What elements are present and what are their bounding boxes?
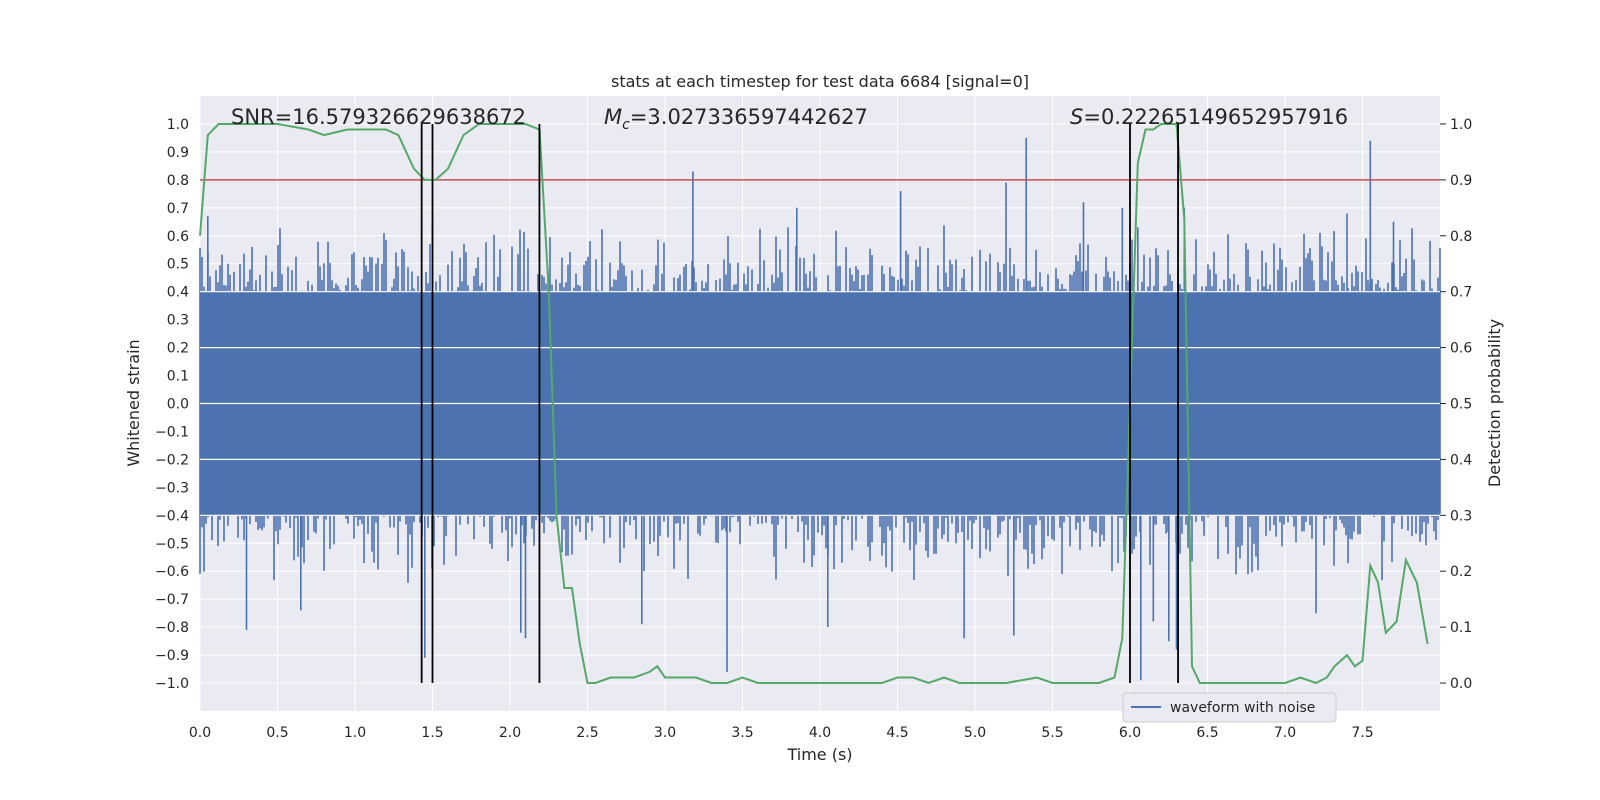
s-symbol: S	[1070, 105, 1083, 129]
y-tick-label-right: 0.1	[1450, 620, 1472, 636]
y-tick-label-left: 0.1	[167, 369, 189, 385]
s-value: =0.22265149652957916	[1083, 105, 1348, 129]
vertical-lines	[420, 123, 1179, 684]
x-tick-label: 2.5	[576, 725, 598, 741]
mc-value: =3.027336597442627	[630, 105, 868, 129]
y-tick-label-left: −0.7	[155, 592, 189, 608]
y-tick-label-left: 0.5	[167, 257, 189, 273]
y-axis-label-right: Detection probability	[1485, 319, 1504, 487]
y-tick-label-right: 0.6	[1450, 341, 1472, 357]
x-tick-label: 7.5	[1351, 725, 1373, 741]
y-tick-label-right: 0.0	[1450, 676, 1472, 692]
y-tick-label-left: 0.0	[167, 397, 189, 413]
x-tick-label: 0.0	[189, 725, 211, 741]
x-tick-label: 6.0	[1119, 725, 1141, 741]
legend-label: waveform with noise	[1170, 700, 1315, 716]
mc-subscript: c	[622, 117, 630, 133]
y-tick-label-left: 0.8	[167, 173, 189, 189]
x-tick-label: 7.0	[1274, 725, 1296, 741]
x-axis-label: Time (s)	[786, 745, 852, 764]
y-tick-label-left: −0.3	[155, 480, 189, 496]
y-tick-label-right: 0.4	[1450, 452, 1472, 468]
y-tick-label-left: 0.7	[167, 201, 189, 217]
x-tick-label: 1.0	[344, 725, 366, 741]
y-tick-label-left: 0.3	[167, 313, 189, 329]
legend: waveform with noise	[1122, 692, 1337, 723]
x-tick-label: 1.5	[421, 725, 443, 741]
mc-annotation: Mc=3.027336597442627	[604, 105, 868, 133]
x-tick-label: 2.0	[499, 725, 521, 741]
y-tick-label-left: −0.1	[155, 424, 189, 440]
y-ticks-left: −1.0 −0.9 −0.8 −0.7 −0.6 −0.5 −0.4 −0.3 −0.2 −0.1…	[155, 117, 189, 692]
y-axis-label-left: Whitened strain	[124, 339, 143, 466]
snr-annotation: SNR=16.579326629638672	[231, 105, 526, 129]
x-tick-label: 5.0	[964, 725, 986, 741]
y-tick-label-right: 1.0	[1450, 117, 1472, 133]
y-ticks-right: 0.0 0.1 0.2 0.3 0.4 0.5 0.6 0.7 0.8 0.9 1.0	[1440, 117, 1472, 692]
y-tick-label-left: −1.0	[155, 676, 189, 692]
y-tick-label-right: 0.2	[1450, 564, 1472, 580]
chart-title: stats at each timestep for test data 668…	[611, 72, 1029, 91]
x-tick-label: 3.5	[731, 725, 753, 741]
mc-symbol: M	[604, 105, 622, 129]
x-tick-label: 4.5	[886, 725, 908, 741]
legend-box	[1122, 692, 1337, 723]
s-annotation: S=0.22265149652957916	[1070, 105, 1348, 129]
y-tick-label-right: 0.8	[1450, 229, 1472, 245]
probability-series	[199, 123, 1429, 685]
y-tick-label-left: −0.5	[155, 536, 189, 552]
x-tick-label: 5.5	[1041, 725, 1063, 741]
y-tick-label-left: 0.2	[167, 341, 189, 357]
y-tick-label-right: 0.9	[1450, 173, 1472, 189]
waveform-line	[199, 137, 1441, 681]
x-tick-label: 4.0	[809, 725, 831, 741]
x-tick-label: 3.0	[654, 725, 676, 741]
y-tick-label-left: 1.0	[167, 117, 189, 133]
y-tick-label-left: −0.8	[155, 620, 189, 636]
y-tick-label-right: 0.5	[1450, 397, 1472, 413]
y-tick-label-right: 0.3	[1450, 508, 1472, 524]
y-tick-label-left: 0.6	[167, 229, 189, 245]
x-ticks: 0.0 0.5 1.0 1.5 2.0 2.5 3.0 3.5 4.0 4.5 5.0 5.5 6.0 6…	[189, 725, 1374, 741]
probability-line	[199, 123, 1429, 685]
y-tick-label-left: 0.4	[167, 285, 189, 301]
y-tick-label-left: −0.9	[155, 648, 189, 664]
y-tick-label-left: −0.4	[155, 508, 189, 524]
y-tick-label-left: −0.2	[155, 452, 189, 468]
y-tick-label-left: 0.9	[167, 145, 189, 161]
y-tick-label-left: −0.6	[155, 564, 189, 580]
x-tick-label: 6.5	[1196, 725, 1218, 741]
overlay-grid	[200, 291, 1440, 516]
x-tick-label: 0.5	[266, 725, 288, 741]
y-tick-label-right: 0.7	[1450, 285, 1472, 301]
